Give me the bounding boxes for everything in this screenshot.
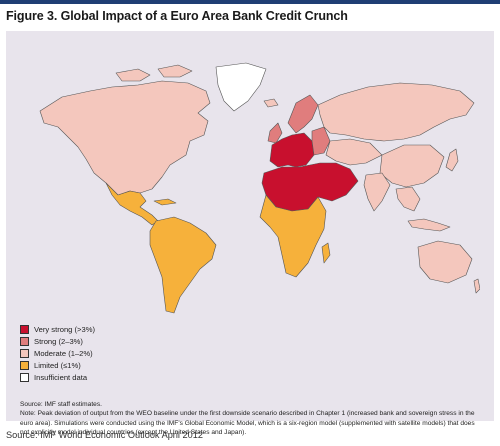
region-uk-ireland	[267, 122, 283, 144]
legend-swatch	[20, 336, 29, 346]
region-greenland	[215, 62, 267, 112]
map-legend: Very strong (>3%) Strong (2–3%) Moderate…	[20, 323, 95, 383]
world-map	[39, 62, 480, 314]
legend-label: Insufficient data	[34, 372, 88, 382]
region-japan	[445, 148, 459, 172]
region-russia	[317, 82, 475, 142]
legend-label: Strong (2–3%)	[34, 336, 83, 346]
legend-item: Limited (≤1%)	[20, 359, 95, 371]
region-central-asia	[325, 138, 383, 166]
region-india	[363, 172, 391, 212]
legend-swatch	[20, 372, 29, 382]
footer-source: Source: IMF World Economic Outlook April…	[6, 430, 203, 440]
region-southeast-asia	[395, 186, 421, 212]
region-central-america	[105, 182, 159, 226]
notes-source: Source: IMF staff estimates.	[20, 401, 102, 408]
region-china	[379, 144, 445, 188]
region-iceland	[263, 98, 279, 108]
region-north-africa-middle-east	[261, 162, 359, 212]
region-arctic-islands-2	[157, 64, 193, 78]
legend-label: Very strong (>3%)	[34, 324, 95, 334]
legend-item: Very strong (>3%)	[20, 323, 95, 335]
region-arctic-islands	[115, 68, 151, 82]
region-new-zealand	[473, 278, 480, 294]
region-australia	[417, 240, 473, 284]
region-madagascar	[321, 242, 331, 264]
legend-item: Insufficient data	[20, 371, 95, 383]
notes-text: Note: Peak deviation of output from the …	[20, 410, 475, 437]
region-caribbean	[153, 198, 177, 206]
region-indonesia	[407, 218, 451, 232]
region-south-america	[149, 216, 217, 314]
legend-label: Moderate (1–2%)	[34, 348, 93, 358]
legend-swatch	[20, 324, 29, 334]
region-scandinavia	[287, 94, 319, 134]
legend-label: Limited (≤1%)	[34, 360, 81, 370]
top-rule	[0, 0, 500, 4]
legend-swatch	[20, 348, 29, 358]
figure-title: Figure 3. Global Impact of a Euro Area B…	[6, 9, 348, 23]
region-sub-saharan-africa	[259, 194, 327, 278]
legend-swatch	[20, 360, 29, 370]
figure-panel: Very strong (>3%) Strong (2–3%) Moderate…	[6, 31, 494, 436]
legend-item: Strong (2–3%)	[20, 335, 95, 347]
figure-notes: Source: IMF staff estimates. Note: Peak …	[20, 400, 484, 438]
region-euro-area	[269, 132, 315, 168]
legend-item: Moderate (1–2%)	[20, 347, 95, 359]
region-north-america	[39, 80, 211, 196]
